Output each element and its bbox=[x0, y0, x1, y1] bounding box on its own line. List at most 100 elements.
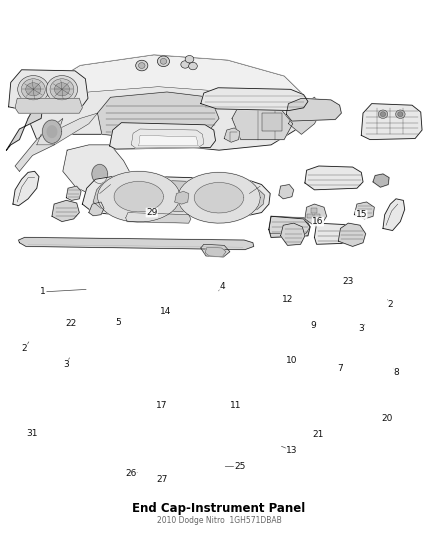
Text: 26: 26 bbox=[126, 469, 137, 478]
Polygon shape bbox=[92, 165, 107, 183]
Polygon shape bbox=[66, 186, 81, 200]
Polygon shape bbox=[47, 126, 57, 138]
Polygon shape bbox=[37, 113, 98, 145]
Polygon shape bbox=[305, 204, 327, 224]
Bar bbox=[307, 214, 313, 219]
Polygon shape bbox=[269, 216, 310, 237]
Ellipse shape bbox=[26, 83, 41, 96]
Ellipse shape bbox=[21, 79, 45, 100]
Polygon shape bbox=[354, 202, 374, 219]
Polygon shape bbox=[9, 70, 88, 109]
Polygon shape bbox=[93, 179, 265, 213]
Text: 11: 11 bbox=[230, 401, 241, 409]
Text: 22: 22 bbox=[65, 319, 76, 328]
Ellipse shape bbox=[157, 56, 170, 67]
Polygon shape bbox=[98, 92, 219, 140]
Polygon shape bbox=[89, 202, 104, 216]
Text: 14: 14 bbox=[160, 307, 172, 316]
Ellipse shape bbox=[46, 76, 78, 103]
Polygon shape bbox=[201, 244, 230, 257]
Polygon shape bbox=[178, 172, 260, 223]
Text: 2: 2 bbox=[388, 300, 393, 309]
Polygon shape bbox=[224, 128, 240, 142]
Polygon shape bbox=[131, 129, 204, 148]
Ellipse shape bbox=[136, 60, 148, 71]
Text: 17: 17 bbox=[156, 401, 167, 409]
Text: 20: 20 bbox=[381, 414, 393, 423]
Polygon shape bbox=[106, 182, 124, 211]
Polygon shape bbox=[13, 171, 39, 206]
Text: 8: 8 bbox=[393, 368, 399, 377]
Ellipse shape bbox=[185, 55, 194, 63]
Polygon shape bbox=[15, 98, 82, 113]
Polygon shape bbox=[139, 135, 198, 146]
Ellipse shape bbox=[18, 76, 49, 103]
Ellipse shape bbox=[160, 59, 167, 64]
Text: 25: 25 bbox=[234, 462, 246, 471]
Polygon shape bbox=[338, 223, 366, 246]
Polygon shape bbox=[314, 223, 364, 244]
Polygon shape bbox=[281, 223, 305, 245]
Polygon shape bbox=[18, 237, 254, 249]
Text: 2: 2 bbox=[22, 344, 28, 353]
Ellipse shape bbox=[138, 63, 145, 68]
Ellipse shape bbox=[380, 112, 385, 117]
Polygon shape bbox=[286, 98, 341, 121]
Polygon shape bbox=[126, 213, 191, 223]
Polygon shape bbox=[52, 200, 79, 222]
Polygon shape bbox=[82, 175, 270, 216]
Text: End Cap-Instrument Panel: End Cap-Instrument Panel bbox=[132, 502, 306, 515]
Ellipse shape bbox=[54, 83, 70, 96]
Ellipse shape bbox=[189, 62, 197, 70]
Polygon shape bbox=[15, 118, 63, 171]
Text: 5: 5 bbox=[116, 318, 121, 327]
Text: 31: 31 bbox=[26, 429, 37, 438]
Ellipse shape bbox=[396, 110, 405, 118]
Bar bbox=[311, 208, 317, 213]
Text: 2010 Dodge Nitro  1GH571DBAB: 2010 Dodge Nitro 1GH571DBAB bbox=[157, 516, 281, 525]
Text: 29: 29 bbox=[146, 208, 157, 217]
Text: 16: 16 bbox=[312, 217, 324, 226]
Text: 3: 3 bbox=[358, 325, 364, 334]
Polygon shape bbox=[63, 145, 132, 198]
Text: 7: 7 bbox=[337, 364, 343, 373]
Text: 13: 13 bbox=[286, 446, 298, 455]
Text: 9: 9 bbox=[311, 321, 316, 330]
Polygon shape bbox=[269, 216, 310, 233]
Polygon shape bbox=[279, 184, 293, 199]
Polygon shape bbox=[194, 182, 244, 213]
Ellipse shape bbox=[398, 112, 403, 117]
Text: 23: 23 bbox=[343, 277, 354, 286]
Bar bbox=[314, 214, 320, 219]
Polygon shape bbox=[110, 123, 215, 149]
Polygon shape bbox=[114, 181, 163, 212]
Text: 1: 1 bbox=[40, 287, 46, 296]
Polygon shape bbox=[288, 98, 323, 134]
Polygon shape bbox=[205, 247, 226, 256]
Polygon shape bbox=[7, 87, 46, 150]
Polygon shape bbox=[373, 174, 389, 187]
Text: 3: 3 bbox=[64, 360, 69, 369]
Text: 15: 15 bbox=[356, 210, 367, 219]
Polygon shape bbox=[361, 103, 422, 140]
Polygon shape bbox=[158, 182, 176, 211]
Polygon shape bbox=[175, 191, 189, 204]
Polygon shape bbox=[98, 171, 180, 222]
Polygon shape bbox=[201, 88, 308, 110]
Ellipse shape bbox=[378, 110, 388, 118]
Polygon shape bbox=[383, 199, 405, 231]
Ellipse shape bbox=[50, 79, 74, 100]
Text: 27: 27 bbox=[156, 474, 167, 483]
Polygon shape bbox=[46, 55, 306, 108]
Text: 12: 12 bbox=[282, 295, 293, 304]
Bar bbox=[262, 113, 282, 131]
Polygon shape bbox=[305, 166, 363, 190]
Polygon shape bbox=[42, 120, 61, 143]
Polygon shape bbox=[201, 176, 219, 206]
Text: 10: 10 bbox=[286, 356, 298, 365]
Polygon shape bbox=[28, 55, 306, 150]
Ellipse shape bbox=[181, 61, 190, 68]
Text: 4: 4 bbox=[220, 282, 225, 291]
Text: 21: 21 bbox=[312, 430, 324, 439]
Polygon shape bbox=[232, 102, 293, 140]
